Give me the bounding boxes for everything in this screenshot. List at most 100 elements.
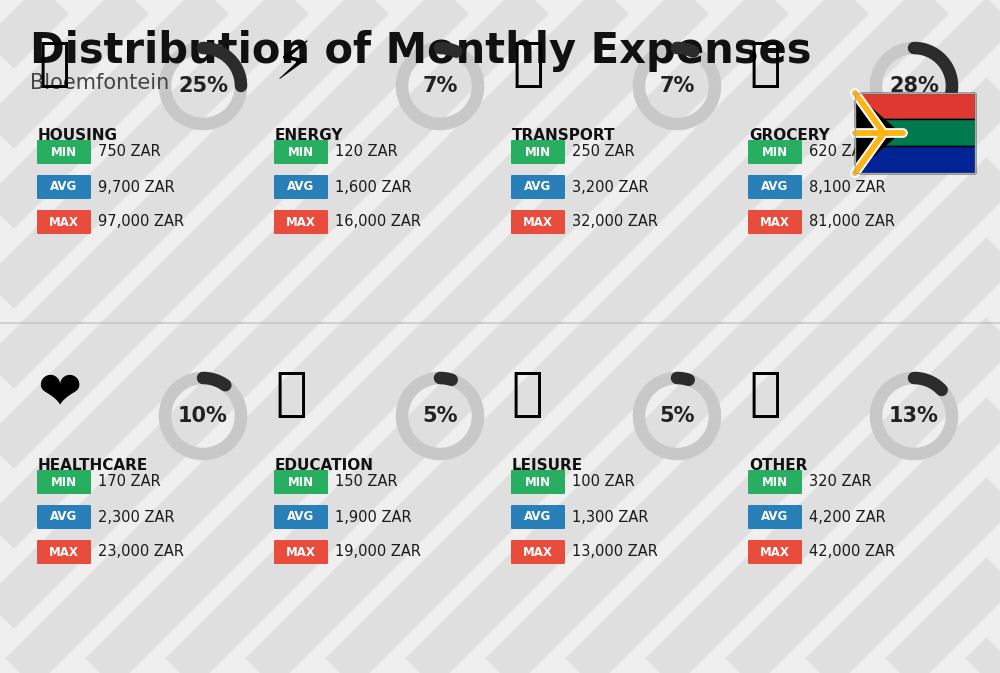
FancyBboxPatch shape <box>855 146 975 173</box>
FancyBboxPatch shape <box>855 119 975 146</box>
FancyBboxPatch shape <box>748 470 802 494</box>
Text: 1,900 ZAR: 1,900 ZAR <box>335 509 412 524</box>
Text: 8,100 ZAR: 8,100 ZAR <box>809 180 886 194</box>
Text: 170 ZAR: 170 ZAR <box>98 474 161 489</box>
Text: MAX: MAX <box>286 215 316 229</box>
FancyBboxPatch shape <box>511 140 565 164</box>
FancyBboxPatch shape <box>511 540 565 564</box>
Text: 5%: 5% <box>659 406 695 426</box>
Text: 120 ZAR: 120 ZAR <box>335 145 398 160</box>
Text: 150 ZAR: 150 ZAR <box>335 474 398 489</box>
Text: 13,000 ZAR: 13,000 ZAR <box>572 544 658 559</box>
FancyBboxPatch shape <box>511 470 565 494</box>
Text: ENERGY: ENERGY <box>275 128 344 143</box>
FancyBboxPatch shape <box>37 540 91 564</box>
FancyBboxPatch shape <box>748 175 802 199</box>
Text: LEISURE: LEISURE <box>512 458 583 473</box>
Text: 81,000 ZAR: 81,000 ZAR <box>809 215 895 229</box>
Text: MIN: MIN <box>51 145 77 159</box>
FancyBboxPatch shape <box>274 210 328 234</box>
FancyBboxPatch shape <box>748 210 802 234</box>
Text: 250 ZAR: 250 ZAR <box>572 145 635 160</box>
Text: 7%: 7% <box>659 76 695 96</box>
Text: 750 ZAR: 750 ZAR <box>98 145 161 160</box>
Text: 1,600 ZAR: 1,600 ZAR <box>335 180 412 194</box>
FancyBboxPatch shape <box>748 540 802 564</box>
Text: 🚌: 🚌 <box>512 38 544 90</box>
Text: MIN: MIN <box>525 476 551 489</box>
Text: AVG: AVG <box>524 180 552 194</box>
FancyBboxPatch shape <box>511 210 565 234</box>
Text: 620 ZAR: 620 ZAR <box>809 145 872 160</box>
Text: ❤️: ❤️ <box>38 368 82 420</box>
Polygon shape <box>855 93 901 173</box>
Text: 42,000 ZAR: 42,000 ZAR <box>809 544 895 559</box>
Text: 320 ZAR: 320 ZAR <box>809 474 872 489</box>
FancyBboxPatch shape <box>511 175 565 199</box>
Text: ⚡: ⚡ <box>275 38 312 90</box>
Text: MAX: MAX <box>760 215 790 229</box>
Text: MIN: MIN <box>762 145 788 159</box>
Text: AVG: AVG <box>761 511 789 524</box>
FancyBboxPatch shape <box>274 175 328 199</box>
FancyBboxPatch shape <box>37 470 91 494</box>
Text: 2,300 ZAR: 2,300 ZAR <box>98 509 175 524</box>
Text: MIN: MIN <box>51 476 77 489</box>
Text: OTHER: OTHER <box>749 458 807 473</box>
FancyBboxPatch shape <box>274 505 328 529</box>
Text: 32,000 ZAR: 32,000 ZAR <box>572 215 658 229</box>
Text: MIN: MIN <box>525 145 551 159</box>
Text: HEALTHCARE: HEALTHCARE <box>38 458 148 473</box>
Text: MAX: MAX <box>523 215 553 229</box>
Text: 28%: 28% <box>889 76 939 96</box>
Text: AVG: AVG <box>761 180 789 194</box>
Text: 100 ZAR: 100 ZAR <box>572 474 635 489</box>
FancyBboxPatch shape <box>37 175 91 199</box>
Text: MAX: MAX <box>760 546 790 559</box>
Text: 3,200 ZAR: 3,200 ZAR <box>572 180 649 194</box>
Text: EDUCATION: EDUCATION <box>275 458 374 473</box>
Text: 🏢: 🏢 <box>38 38 70 90</box>
Text: 💰: 💰 <box>749 368 781 420</box>
FancyBboxPatch shape <box>37 210 91 234</box>
Text: AVG: AVG <box>50 511 78 524</box>
Text: Distribution of Monthly Expenses: Distribution of Monthly Expenses <box>30 30 812 72</box>
Text: 23,000 ZAR: 23,000 ZAR <box>98 544 184 559</box>
Text: MAX: MAX <box>49 215 79 229</box>
FancyBboxPatch shape <box>274 540 328 564</box>
Text: 7%: 7% <box>422 76 458 96</box>
Text: MAX: MAX <box>49 546 79 559</box>
Text: MIN: MIN <box>288 476 314 489</box>
Text: MIN: MIN <box>762 476 788 489</box>
Text: 19,000 ZAR: 19,000 ZAR <box>335 544 421 559</box>
Text: 13%: 13% <box>889 406 939 426</box>
FancyBboxPatch shape <box>274 140 328 164</box>
FancyBboxPatch shape <box>855 93 975 173</box>
FancyBboxPatch shape <box>748 140 802 164</box>
Text: 97,000 ZAR: 97,000 ZAR <box>98 215 184 229</box>
FancyBboxPatch shape <box>855 93 975 119</box>
Text: MAX: MAX <box>286 546 316 559</box>
Text: MAX: MAX <box>523 546 553 559</box>
Text: TRANSPORT: TRANSPORT <box>512 128 616 143</box>
Text: MIN: MIN <box>288 145 314 159</box>
Text: 16,000 ZAR: 16,000 ZAR <box>335 215 421 229</box>
Text: 25%: 25% <box>178 76 228 96</box>
Text: AVG: AVG <box>50 180 78 194</box>
FancyBboxPatch shape <box>274 470 328 494</box>
Text: 🎓: 🎓 <box>275 368 307 420</box>
FancyBboxPatch shape <box>511 505 565 529</box>
Text: 9,700 ZAR: 9,700 ZAR <box>98 180 175 194</box>
Text: 🛒: 🛒 <box>749 38 781 90</box>
FancyBboxPatch shape <box>37 140 91 164</box>
Text: 5%: 5% <box>422 406 458 426</box>
FancyBboxPatch shape <box>37 505 91 529</box>
Text: 1,300 ZAR: 1,300 ZAR <box>572 509 648 524</box>
Text: GROCERY: GROCERY <box>749 128 830 143</box>
Text: AVG: AVG <box>287 511 315 524</box>
Text: AVG: AVG <box>524 511 552 524</box>
FancyBboxPatch shape <box>748 505 802 529</box>
Text: AVG: AVG <box>287 180 315 194</box>
Text: 10%: 10% <box>178 406 228 426</box>
Text: Bloemfontein: Bloemfontein <box>30 73 169 93</box>
